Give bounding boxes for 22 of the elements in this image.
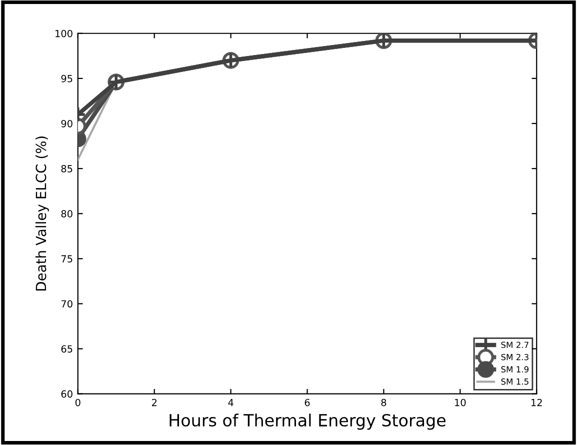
- y-tick-label: 90: [61, 120, 72, 128]
- y-tick-label: 95: [61, 74, 72, 82]
- legend-label: SM 1.9: [501, 366, 529, 372]
- y-tick-label: 85: [61, 165, 72, 172]
- x-tick-label: 8: [381, 398, 386, 406]
- y-tick-label: 60: [61, 390, 72, 398]
- y-tick-label: 80: [61, 210, 72, 218]
- x-tick-label: 4: [228, 398, 234, 406]
- y-tick-label: 100: [56, 30, 72, 38]
- y-tick-label: 70: [61, 300, 72, 308]
- legend-label: SM 2.3: [501, 354, 528, 360]
- legend-label: SM 1.5: [501, 378, 528, 385]
- y-tick-label: 65: [61, 345, 72, 353]
- x-tick-label: 2: [152, 398, 156, 406]
- legend-label: SM 2.7: [501, 342, 528, 348]
- x-tick-label: 10: [455, 398, 466, 406]
- x-tick-label: 0: [75, 398, 80, 406]
- x-tick-label: 12: [531, 398, 542, 406]
- x-axis-title: Hours of Thermal Energy Storage: [170, 414, 446, 430]
- x-tick-label: 6: [304, 398, 310, 406]
- y-axis-title: Death Valley ELCC (%): [35, 136, 49, 291]
- y-tick-label: 75: [61, 255, 72, 262]
